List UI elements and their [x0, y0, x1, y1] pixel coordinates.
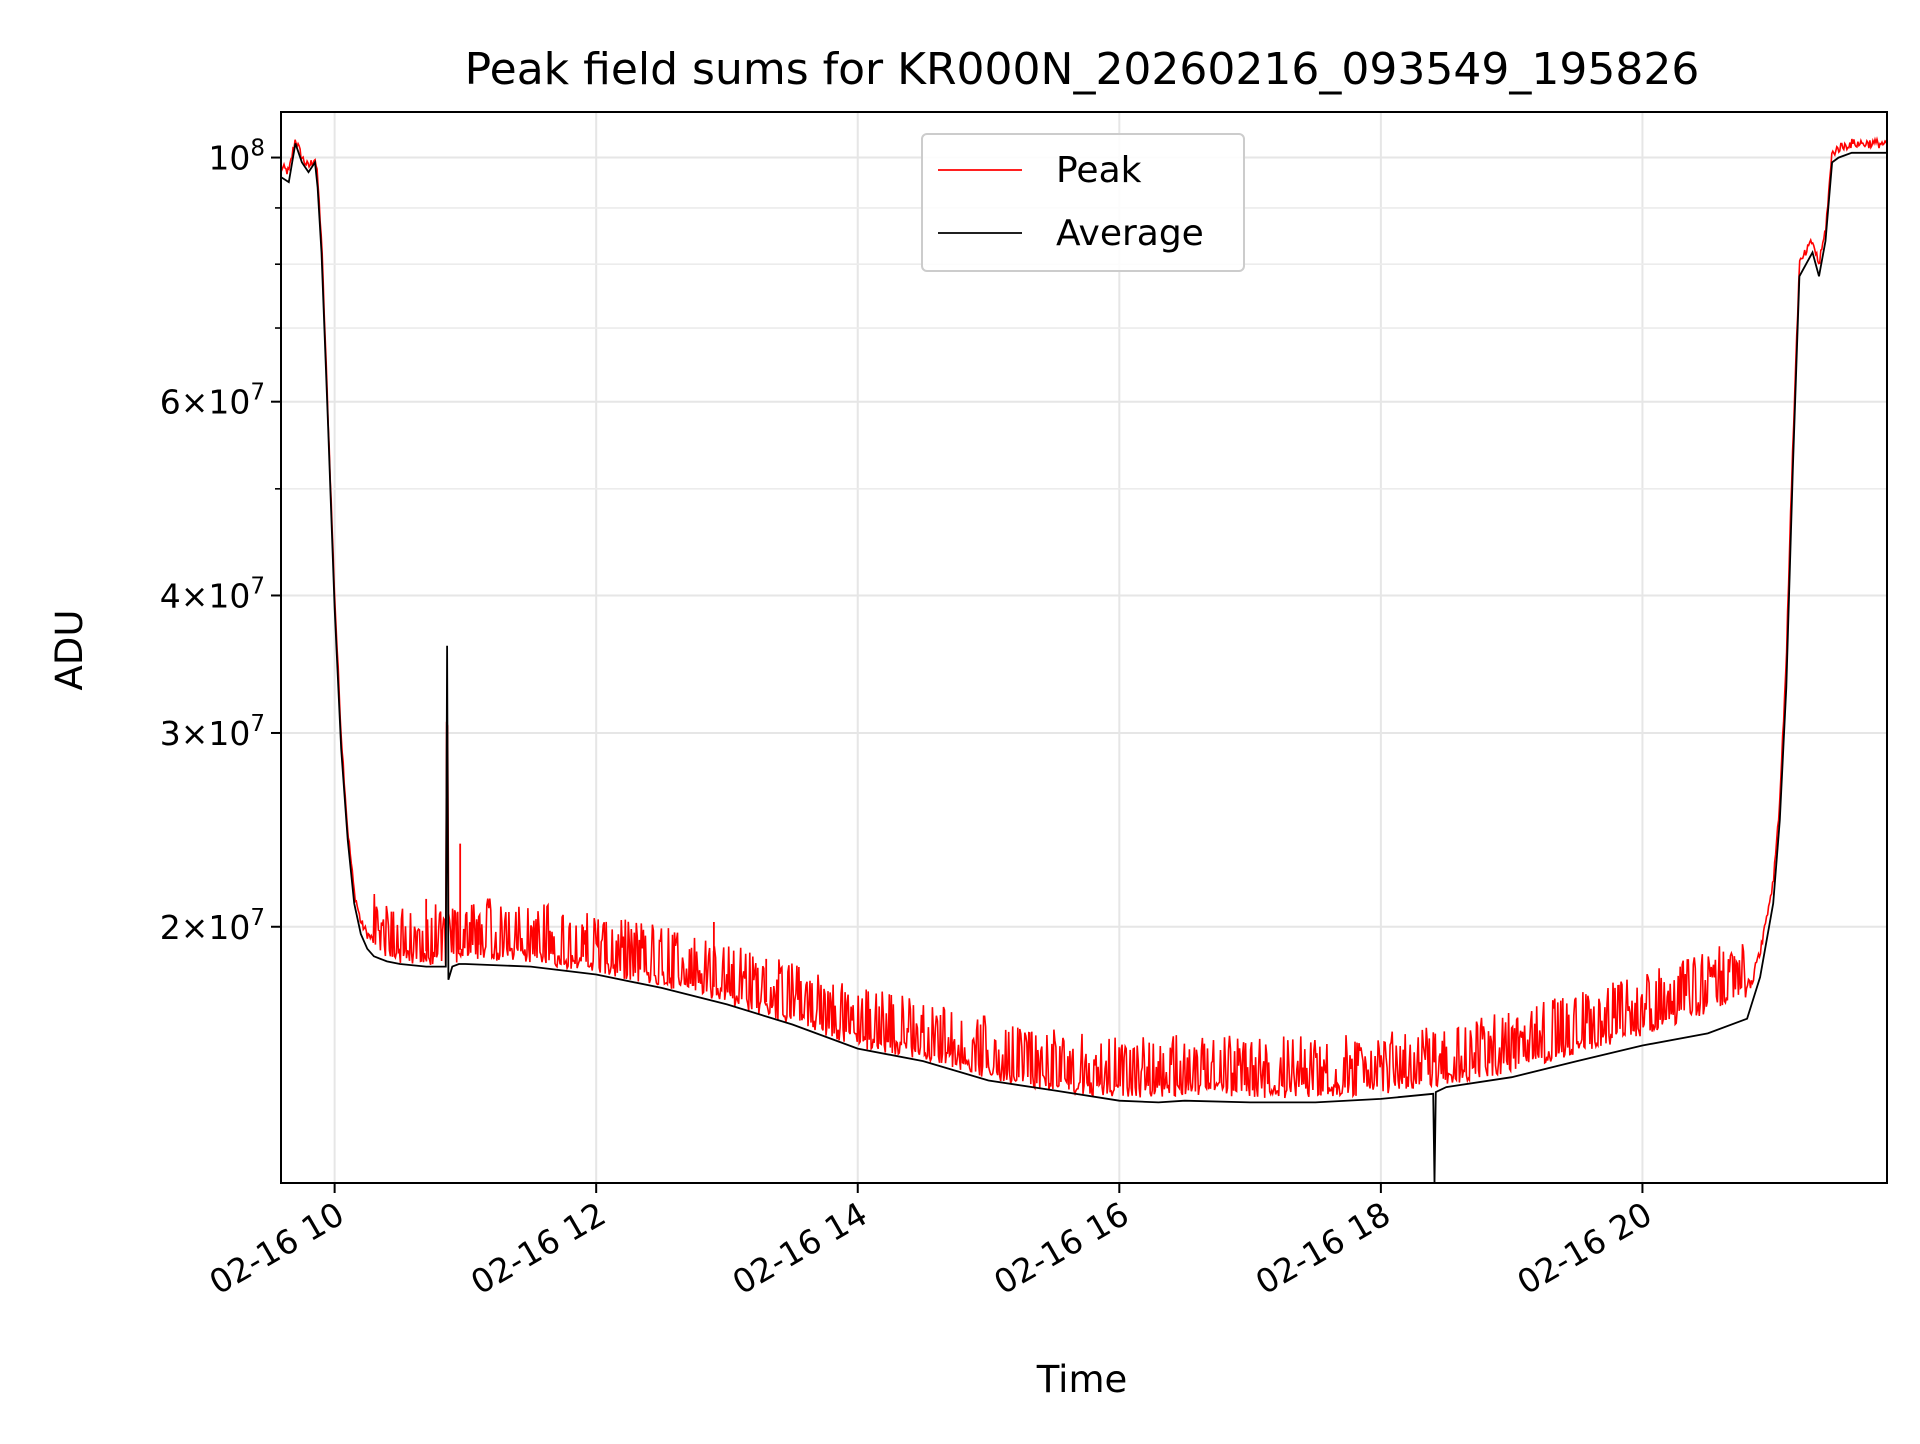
y-tick-label: 6×107 [160, 380, 265, 422]
plot-frame [280, 111, 1888, 1184]
series-line-average [281, 143, 1887, 1183]
x-axis-label: Time [1036, 1358, 1128, 1401]
y-tick-label: 2×107 [160, 905, 265, 947]
y-tick-label: 4×107 [160, 573, 265, 615]
legend-label-average: Average [1056, 213, 1204, 254]
legend-label-peak: Peak [1056, 150, 1142, 191]
legend-box [921, 133, 1245, 272]
y-tick-label: 108 [208, 136, 265, 178]
series-layer [281, 136, 1887, 1183]
series-line-peak [281, 136, 1887, 1099]
y-axis-label: ADU [48, 610, 91, 691]
chart-title: Peak field sums for KR000N_20260216_0935… [465, 44, 1700, 95]
y-tick-label: 3×107 [160, 711, 265, 753]
legend: Peak Average [921, 133, 1245, 272]
